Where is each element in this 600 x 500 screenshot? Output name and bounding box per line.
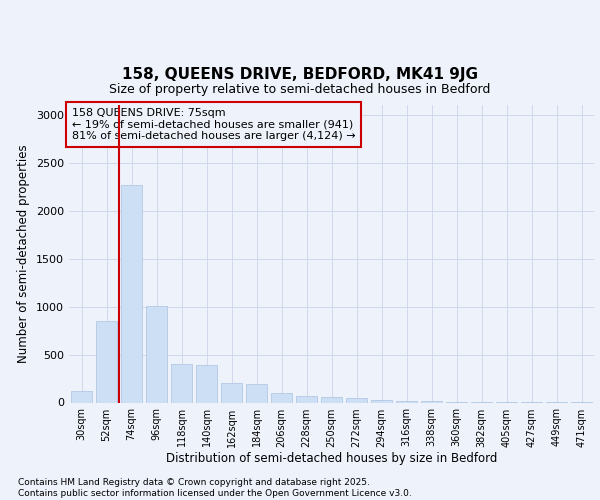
Text: Size of property relative to semi-detached houses in Bedford: Size of property relative to semi-detach…: [109, 83, 491, 96]
Bar: [346, 398, 367, 402]
Bar: [321, 396, 342, 402]
Bar: [96, 321, 117, 402]
Text: 158, QUEENS DRIVE, BEDFORD, MK41 9JG: 158, QUEENS DRIVE, BEDFORD, MK41 9JG: [122, 68, 478, 82]
Bar: [71, 392, 92, 402]
Bar: [121, 184, 142, 402]
Bar: [246, 384, 267, 402]
Bar: [146, 306, 167, 402]
Bar: [396, 401, 417, 402]
Bar: [271, 393, 292, 402]
Bar: [221, 383, 242, 402]
Bar: [296, 396, 317, 402]
Bar: [196, 365, 217, 403]
Text: 158 QUEENS DRIVE: 75sqm
← 19% of semi-detached houses are smaller (941)
81% of s: 158 QUEENS DRIVE: 75sqm ← 19% of semi-de…: [71, 108, 355, 141]
Bar: [171, 364, 192, 403]
Y-axis label: Number of semi-detached properties: Number of semi-detached properties: [17, 144, 31, 363]
X-axis label: Distribution of semi-detached houses by size in Bedford: Distribution of semi-detached houses by …: [166, 452, 497, 466]
Text: Contains HM Land Registry data © Crown copyright and database right 2025.
Contai: Contains HM Land Registry data © Crown c…: [18, 478, 412, 498]
Bar: [371, 400, 392, 402]
